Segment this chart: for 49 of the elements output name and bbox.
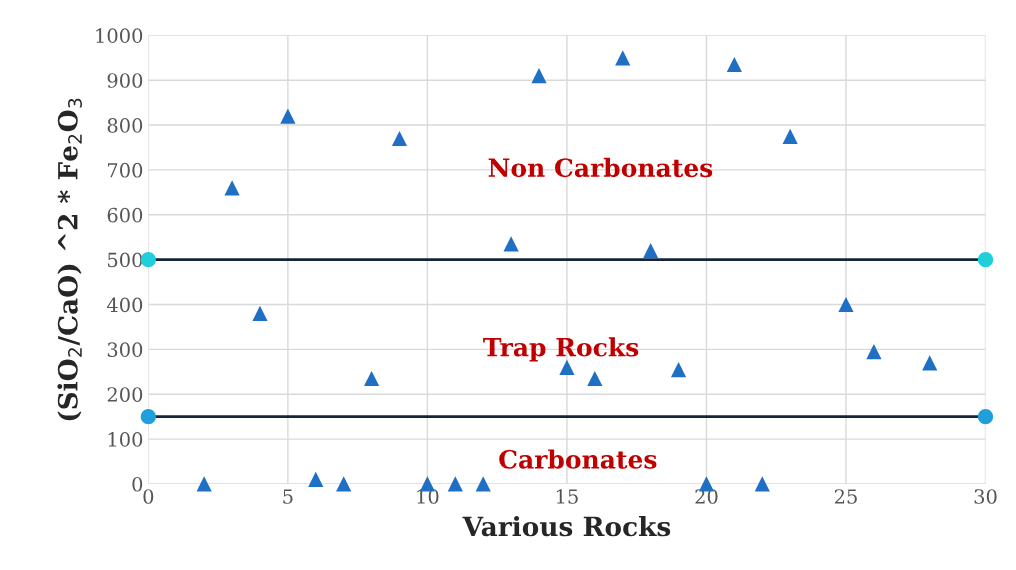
point: [308, 471, 324, 488]
annotation: Trap Rocks: [483, 337, 639, 362]
point: [447, 476, 463, 492]
point: [531, 68, 547, 84]
point: [280, 108, 296, 124]
y-tick-label: 400: [106, 297, 143, 313]
x-tick-label: 20: [695, 489, 718, 504]
point: [838, 296, 854, 313]
point: [754, 476, 770, 492]
point: [643, 243, 659, 259]
point: [196, 476, 212, 492]
y-tick-label: 300: [107, 342, 143, 358]
point: [391, 130, 408, 147]
y-tick-label: 100: [108, 432, 143, 447]
point: [977, 409, 994, 425]
point: [726, 56, 742, 73]
x-axis-title: Various Rocks: [462, 515, 671, 537]
point: [224, 180, 240, 196]
y-tick-label: 1000: [96, 28, 143, 43]
point: [587, 370, 603, 387]
x-tick-label: 30: [974, 489, 997, 504]
y-tick-label: 0: [132, 476, 143, 492]
y-tick-label: 800: [107, 118, 143, 133]
y-tick-label: 600: [107, 207, 143, 223]
point: [615, 50, 631, 66]
y-tick-label: 700: [107, 162, 143, 178]
point: [922, 355, 938, 371]
y-axis-title: (SiO$_{2}$/CaO) ^2 * Fe$_{2}$O$_{3}$: [57, 98, 82, 421]
point: [866, 343, 882, 360]
y-tick-label: 200: [107, 387, 143, 402]
point: [559, 359, 575, 375]
x-tick-label: 25: [834, 489, 857, 504]
annotation: Non Carbonates: [488, 157, 713, 178]
point: [336, 476, 352, 492]
point: [977, 252, 994, 268]
x-tick-label: 10: [417, 489, 439, 504]
point: [140, 409, 156, 425]
point: [670, 361, 687, 378]
point: [363, 370, 380, 387]
y-tick-label: 900: [107, 73, 143, 88]
annotation: Carbonates: [499, 449, 657, 469]
x-tick-label: 0: [143, 489, 154, 504]
x-tick-label: 15: [556, 489, 578, 504]
point: [475, 476, 491, 492]
point: [503, 236, 519, 252]
point: [782, 128, 798, 144]
y-tick-label: 500: [108, 252, 143, 268]
x-tick-label: 5: [283, 489, 293, 504]
point: [252, 305, 268, 322]
